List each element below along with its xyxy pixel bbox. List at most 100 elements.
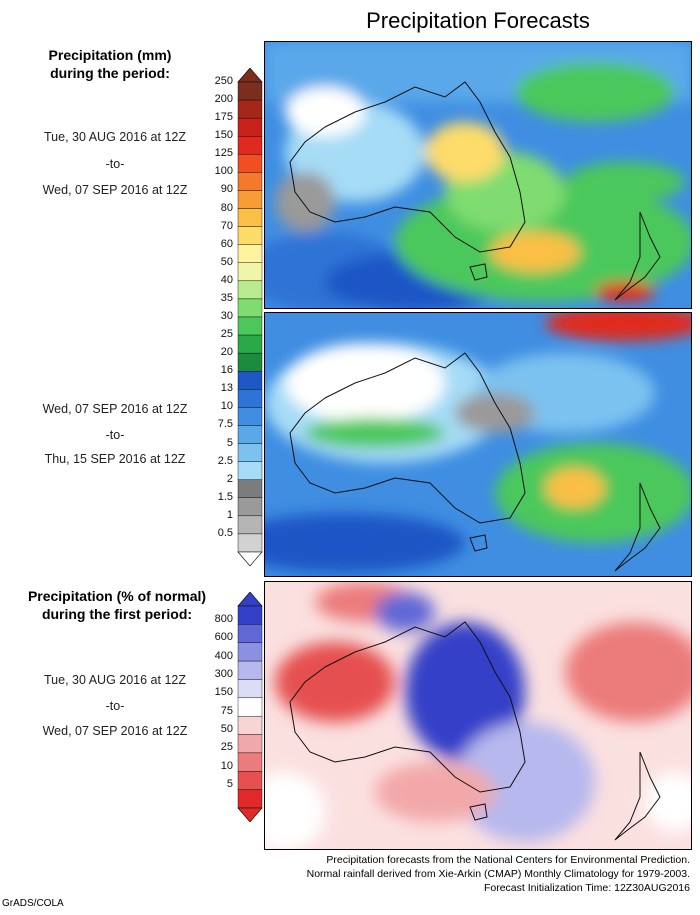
colorbar-segment xyxy=(237,208,263,227)
colorbar-segment xyxy=(237,316,263,336)
colorbar-tick-label: 35 xyxy=(220,291,233,304)
colorbar-tick-label: 100 xyxy=(214,165,233,178)
colorbar-tick-label: 30 xyxy=(220,310,233,322)
colorbar-segment xyxy=(237,244,263,263)
colorbar-segment xyxy=(237,679,263,699)
legend-heading-percent: Precipitation (% of normal) during the f… xyxy=(12,587,222,623)
colorbar-tick-label: 5 xyxy=(226,778,233,791)
colorbar-segment xyxy=(237,752,263,772)
colorbar-segment xyxy=(237,642,263,662)
colorbar-tick-label: 20 xyxy=(220,346,233,359)
colorbar-segment xyxy=(237,479,263,498)
precip-percent-colorbar: 800 600 400 300 150 75 50 25 10 5 xyxy=(200,591,270,823)
map-panel-week2 xyxy=(264,312,692,577)
colorbar-tick-label: 90 xyxy=(220,183,233,196)
colorbar-segment xyxy=(237,533,263,553)
precip-map-week1 xyxy=(265,42,691,308)
legend-heading-mm: Precipitation (mm) during the period: xyxy=(10,46,210,82)
legend-heading-line: Precipitation (% of normal) xyxy=(27,588,207,604)
period3-start: Tue, 30 AUG 2016 at 12Z xyxy=(44,673,186,687)
colorbar-segment xyxy=(237,190,263,209)
footer-line: Precipitation forecasts from the Nationa… xyxy=(326,854,690,866)
legend-heading-line: during the first period: xyxy=(41,606,193,622)
colorbar-segment xyxy=(237,734,263,754)
colorbar-tick-label: 7.5 xyxy=(217,418,233,431)
period1-start: Tue, 30 AUG 2016 at 12Z xyxy=(44,130,186,144)
footer-notes: Precipitation forecasts from the Nationa… xyxy=(307,853,690,895)
precip-mm-colorbar: 250 200 175 150 125 100 90 80 70 60 50 40 35 30 25 20 16… xyxy=(200,67,270,567)
colorbar-segment xyxy=(237,443,263,462)
precip-mm-colorbar-svg xyxy=(237,67,263,567)
colorbar-segment xyxy=(237,226,263,245)
colorbar-segment xyxy=(237,81,263,101)
colorbar-segment xyxy=(237,660,263,680)
colorbar-tick-label: 60 xyxy=(220,237,233,250)
colorbar-segment xyxy=(237,371,263,390)
colorbar-tick-label: 70 xyxy=(220,219,233,232)
colorbar-tick-label: 75 xyxy=(220,704,233,717)
colorbar-segment xyxy=(237,771,263,790)
colorbar-top-cap xyxy=(237,67,263,83)
colorbar-tick-label: 400 xyxy=(214,649,233,662)
colorbar-tick-label: 10 xyxy=(220,759,233,772)
page-title: Precipitation Forecasts xyxy=(366,8,590,33)
colorbar-segment xyxy=(237,352,263,372)
colorbar-segment xyxy=(237,515,263,535)
colorbar-tick-label: 175 xyxy=(214,111,233,124)
period2-start: Wed, 07 SEP 2016 at 12Z xyxy=(42,402,188,416)
period3-sep: -to- xyxy=(105,699,125,713)
colorbar-tick-label: 50 xyxy=(220,255,233,268)
colorbar-bottom-cap xyxy=(237,551,263,567)
colorbar-tick-label: 13 xyxy=(220,382,233,395)
colorbar-tick-label: 1 xyxy=(226,508,233,521)
colorbar-tick-label: 150 xyxy=(214,686,233,699)
colorbar-segment xyxy=(237,624,263,643)
colorbar-bottom-cap xyxy=(237,807,263,823)
colorbar-segment xyxy=(237,154,263,173)
colorbar-tick-label: 2.5 xyxy=(217,454,233,467)
period2-sep: -to- xyxy=(105,428,125,442)
footer-line: Normal rainfall derived from Xie-Arkin (… xyxy=(306,868,690,880)
colorbar-tick-label: 200 xyxy=(214,93,233,106)
colorbar-tick-label: 25 xyxy=(220,741,233,754)
colorbar-segment xyxy=(237,298,263,318)
colorbar-tick-label: 16 xyxy=(220,364,233,377)
colorbar-segment xyxy=(237,334,263,354)
colorbar-tick-label: 5 xyxy=(226,436,233,449)
colorbar-segment xyxy=(237,497,263,517)
colorbar-segment xyxy=(237,136,263,155)
legend-heading-line: during the period: xyxy=(50,65,170,81)
credit-label: GrADS/COLA xyxy=(2,898,64,909)
period1-sep: -to- xyxy=(105,157,125,171)
colorbar-segment xyxy=(237,280,263,300)
colorbar-tick-label: 40 xyxy=(220,273,233,286)
colorbar-tick-label: 300 xyxy=(214,667,233,680)
period2-end: Thu, 15 SEP 2016 at 12Z xyxy=(44,452,186,466)
colorbar-segment xyxy=(237,715,263,735)
colorbar-segment xyxy=(237,425,263,444)
colorbar-segment xyxy=(237,172,263,191)
colorbar-segment xyxy=(237,461,263,480)
colorbar-tick-label: 10 xyxy=(220,400,233,413)
footer-line: Forecast Initialization Time: 12Z30AUG20… xyxy=(483,882,690,894)
precip-map-week2 xyxy=(265,313,691,576)
colorbar-segment xyxy=(237,605,263,625)
colorbar-segment xyxy=(237,99,263,119)
period1-end: Wed, 07 SEP 2016 at 12Z xyxy=(42,183,188,197)
colorbar-tick-label: 150 xyxy=(214,129,233,142)
colorbar-top-cap xyxy=(237,591,263,607)
colorbar-segment xyxy=(237,407,263,426)
colorbar-tick-label: 125 xyxy=(214,147,233,160)
colorbar-tick-label: 1.5 xyxy=(217,490,233,503)
period3-end: Wed, 07 SEP 2016 at 12Z xyxy=(42,724,188,738)
colorbar-segment xyxy=(237,697,263,717)
colorbar-tick-label: 50 xyxy=(220,722,233,735)
colorbar-segment xyxy=(237,389,263,408)
colorbar-tick-label: 80 xyxy=(220,201,233,214)
colorbar-tick-label: 800 xyxy=(214,612,233,625)
colorbar-segment xyxy=(237,789,263,809)
map-panel-percent-normal xyxy=(264,581,692,850)
colorbar-segment xyxy=(237,262,263,282)
colorbar-tick-label: 25 xyxy=(220,328,233,341)
legend-heading-line: Precipitation (mm) xyxy=(48,47,172,63)
